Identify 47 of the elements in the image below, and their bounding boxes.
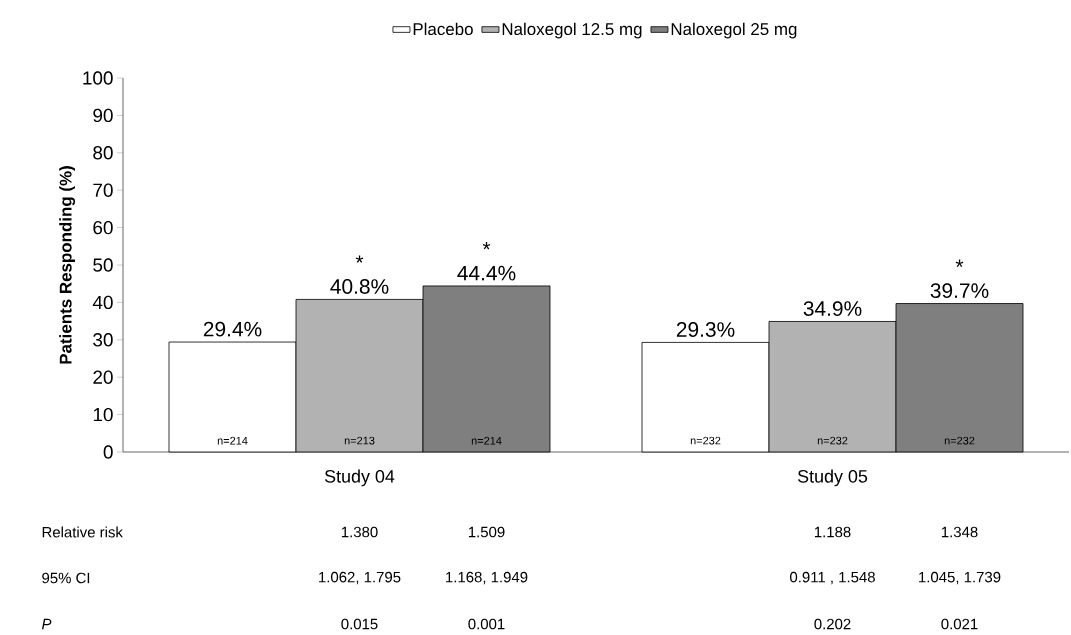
annotation: n=214 bbox=[471, 436, 502, 445]
text: 0.911 , 1.548 bbox=[790, 571, 875, 585]
legend-label: Naloxegol 12.5 mg bbox=[502, 22, 642, 39]
y-axis-title: Patients Responding (%) bbox=[59, 166, 76, 364]
x-tick-label: Study 04 bbox=[324, 469, 395, 487]
text: 1.045, 1.739 bbox=[919, 571, 1001, 585]
data-label: 34.9% bbox=[803, 301, 862, 316]
legend-label: Naloxegol 25 mg bbox=[671, 22, 797, 39]
text: 0.021 bbox=[941, 618, 978, 630]
text: P bbox=[41, 618, 52, 630]
text: 0.202 bbox=[814, 618, 851, 630]
annotation: * bbox=[355, 255, 364, 263]
text: Relative risk bbox=[42, 526, 123, 538]
text: 1.188 bbox=[814, 526, 851, 538]
text: 1.348 bbox=[941, 526, 978, 538]
data-label: 44.4% bbox=[457, 265, 516, 281]
annotation: n=232 bbox=[944, 436, 975, 445]
data-label: 29.4% bbox=[203, 321, 262, 337]
y-tick-label: 60 bbox=[93, 220, 113, 235]
text: 1.062, 1.795 bbox=[319, 571, 401, 585]
y-tick-label: 20 bbox=[93, 370, 113, 384]
y-tick-label: 10 bbox=[93, 407, 113, 422]
annotation: n=232 bbox=[690, 436, 721, 445]
text: 95% CI bbox=[42, 572, 90, 584]
annotation: n=213 bbox=[344, 436, 375, 445]
y-tick-label: 50 bbox=[93, 258, 113, 272]
y-tick-label: 100 bbox=[83, 71, 113, 85]
y-tick-label: 70 bbox=[93, 183, 113, 197]
legend-label: Placebo bbox=[413, 22, 473, 36]
data-label: 39.7% bbox=[930, 283, 989, 298]
y-tick-label: 40 bbox=[92, 295, 113, 310]
text: 1.380 bbox=[341, 526, 378, 538]
text: 0.001 bbox=[468, 618, 505, 630]
annotation: n=232 bbox=[817, 436, 848, 445]
y-tick-label: 90 bbox=[93, 108, 113, 123]
x-tick-label: Study 05 bbox=[797, 469, 868, 487]
annotation: * bbox=[955, 259, 964, 267]
text: 1.168, 1.949 bbox=[446, 571, 528, 585]
data-label: 40.8% bbox=[330, 279, 389, 294]
y-tick-label: 80 bbox=[93, 146, 113, 160]
annotation: * bbox=[482, 242, 491, 250]
text: 1.509 bbox=[468, 526, 505, 538]
text: 0.015 bbox=[341, 618, 378, 630]
annotation: n=214 bbox=[217, 436, 248, 445]
data-label: 29.3% bbox=[676, 322, 735, 337]
y-tick-label: 0 bbox=[103, 445, 113, 459]
y-tick-label: 30 bbox=[93, 333, 113, 347]
